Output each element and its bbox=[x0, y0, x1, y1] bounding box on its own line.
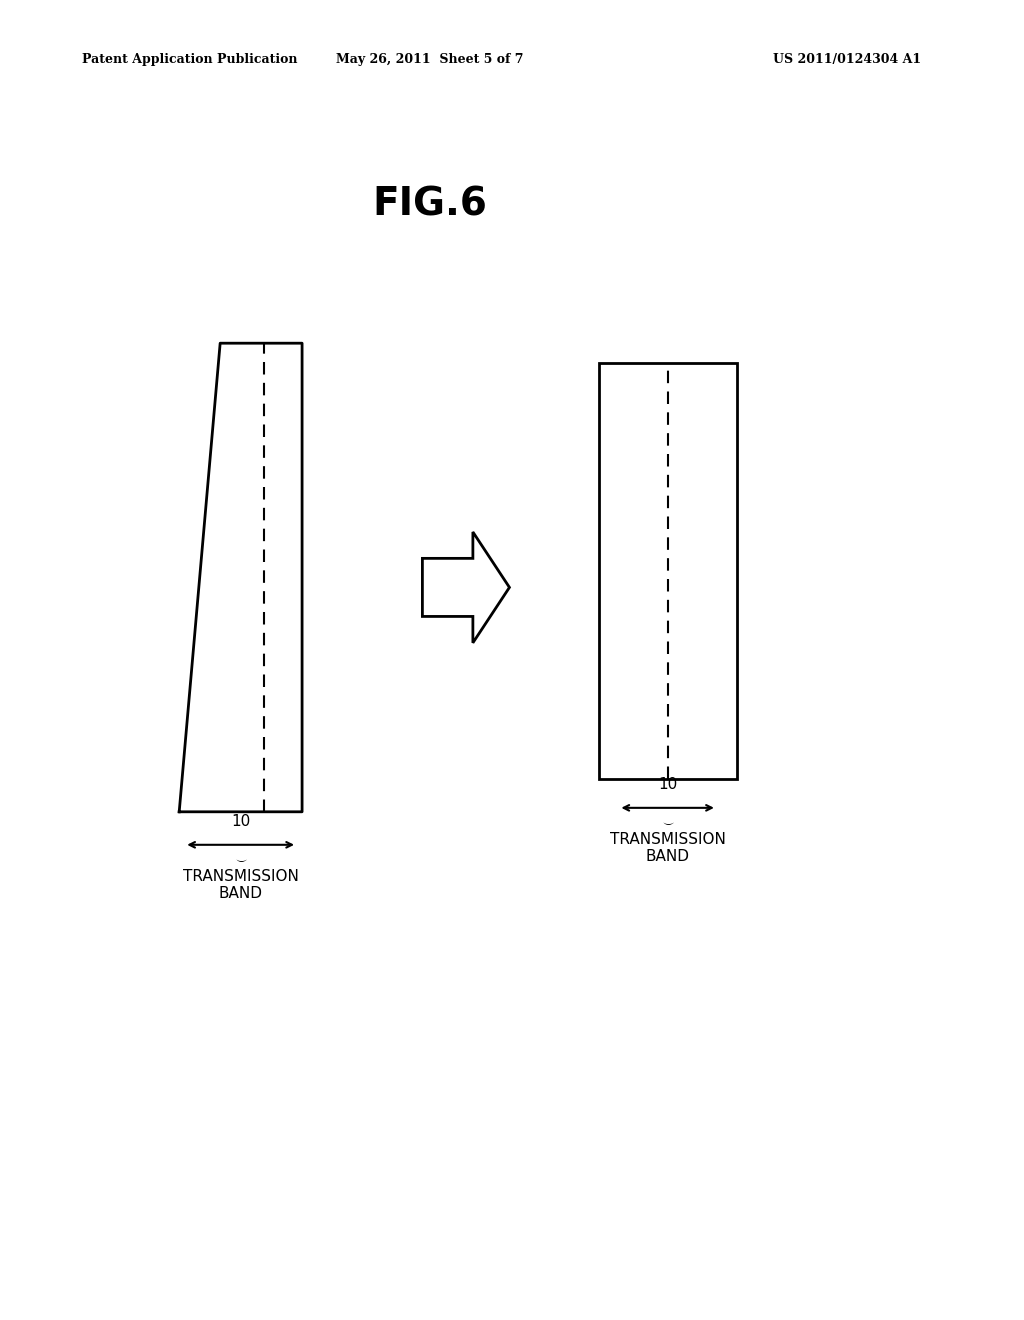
Text: US 2011/0124304 A1: US 2011/0124304 A1 bbox=[773, 53, 922, 66]
Polygon shape bbox=[423, 532, 510, 643]
Bar bbox=[599, 363, 737, 779]
Text: TRANSMISSION
BAND: TRANSMISSION BAND bbox=[609, 832, 726, 865]
Text: $\smile$: $\smile$ bbox=[233, 854, 248, 865]
Text: $\smile$: $\smile$ bbox=[660, 817, 675, 828]
Text: Patent Application Publication: Patent Application Publication bbox=[82, 53, 297, 66]
Text: May 26, 2011  Sheet 5 of 7: May 26, 2011 Sheet 5 of 7 bbox=[336, 53, 524, 66]
Text: 10: 10 bbox=[658, 777, 677, 792]
Text: FIG.6: FIG.6 bbox=[373, 186, 487, 223]
Text: TRANSMISSION
BAND: TRANSMISSION BAND bbox=[182, 869, 299, 902]
Text: 10: 10 bbox=[231, 814, 250, 829]
